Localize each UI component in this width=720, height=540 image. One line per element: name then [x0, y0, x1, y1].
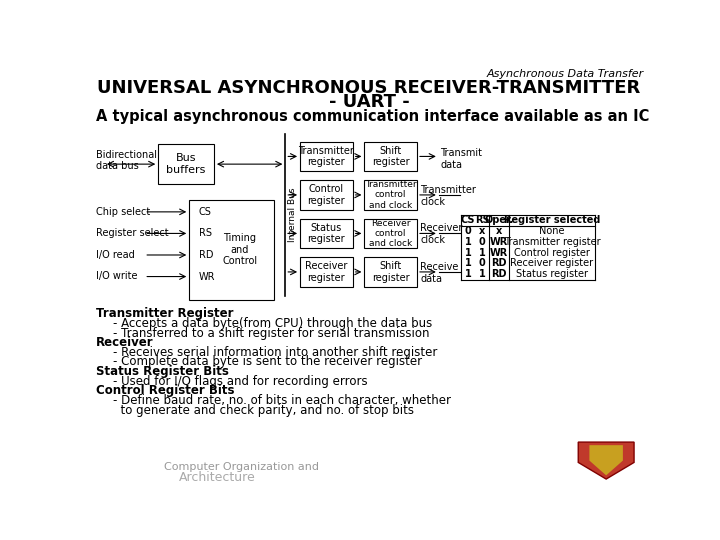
Text: x: x	[479, 226, 485, 236]
Text: Status
register: Status register	[307, 222, 345, 244]
Text: Control
register: Control register	[307, 184, 345, 206]
Text: - Define baud rate, no. of bits in each character, whether: - Define baud rate, no. of bits in each …	[113, 394, 451, 407]
Text: WR: WR	[490, 248, 508, 258]
Text: Transmitter
control
and clock: Transmitter control and clock	[365, 180, 416, 210]
Text: 0: 0	[479, 259, 485, 268]
Text: - Complete data byte is sent to the receiver register: - Complete data byte is sent to the rece…	[113, 355, 423, 368]
Bar	[364, 219, 417, 248]
Text: Control register: Control register	[514, 248, 590, 258]
Text: A typical asynchronous communication interface available as an IC: A typical asynchronous communication int…	[96, 110, 649, 124]
Text: Architecture: Architecture	[179, 471, 256, 484]
Text: Register selected: Register selected	[504, 215, 600, 225]
Text: RS: RS	[474, 215, 490, 225]
Text: Shift
register: Shift register	[372, 146, 410, 167]
Text: - Transferred to a shift register for serial transmission: - Transferred to a shift register for se…	[113, 327, 430, 340]
Text: Shift
register: Shift register	[372, 261, 410, 283]
Bar	[300, 257, 353, 287]
Text: - UART -: - UART -	[328, 92, 410, 111]
Text: Bidirectional
data bus: Bidirectional data bus	[96, 150, 157, 171]
Text: Transmit
data: Transmit data	[441, 148, 482, 170]
Text: Internal Bus: Internal Bus	[287, 188, 297, 242]
Text: Timing
and
Control: Timing and Control	[222, 233, 257, 266]
Polygon shape	[578, 442, 634, 479]
Text: x: x	[496, 226, 503, 236]
Text: Receiver
clock: Receiver clock	[420, 224, 462, 245]
Text: 1: 1	[465, 269, 472, 279]
Text: Oper.: Oper.	[485, 215, 514, 225]
Bar	[300, 142, 353, 171]
Text: RS: RS	[199, 228, 212, 239]
Text: 1: 1	[479, 269, 485, 279]
Text: Receiver
register: Receiver register	[305, 261, 348, 283]
Text: - Accepts a data byte(from CPU) through the data bus: - Accepts a data byte(from CPU) through …	[113, 317, 433, 330]
Bar	[158, 144, 214, 184]
Text: 1: 1	[465, 237, 472, 247]
Text: 0: 0	[479, 237, 485, 247]
Text: None: None	[539, 226, 564, 236]
Text: - Receives serial information into another shift register: - Receives serial information into anoth…	[113, 346, 438, 359]
Text: UNIVERSAL ASYNCHRONOUS RECEIVER-TRANSMITTER: UNIVERSAL ASYNCHRONOUS RECEIVER-TRANSMIT…	[97, 79, 641, 97]
Text: WR: WR	[199, 272, 215, 281]
Text: Chip select: Chip select	[96, 207, 150, 217]
Text: Status Register Bits: Status Register Bits	[96, 365, 229, 378]
Text: 1: 1	[479, 248, 485, 258]
Text: Bus
buffers: Bus buffers	[166, 153, 206, 175]
Text: RD: RD	[199, 250, 213, 260]
Text: CS: CS	[461, 215, 475, 225]
Text: Computer Organization and: Computer Organization and	[163, 462, 319, 472]
Bar	[364, 142, 417, 171]
Text: Register select: Register select	[96, 228, 168, 238]
Bar	[364, 180, 417, 210]
Bar	[189, 200, 274, 300]
Text: Status register: Status register	[516, 269, 588, 279]
Text: Asynchronous Data Transfer: Asynchronous Data Transfer	[487, 69, 644, 79]
Text: Transmitter Register: Transmitter Register	[96, 307, 234, 320]
Text: I/O read: I/O read	[96, 249, 135, 260]
Text: - Used for I/O flags and for recording errors: - Used for I/O flags and for recording e…	[113, 375, 368, 388]
Text: 0: 0	[465, 226, 472, 236]
Text: Control Register Bits: Control Register Bits	[96, 384, 235, 397]
Text: I/O write: I/O write	[96, 271, 138, 281]
Text: RD: RD	[492, 259, 507, 268]
Text: to generate and check parity, and no. of stop bits: to generate and check parity, and no. of…	[113, 403, 414, 416]
Polygon shape	[590, 445, 623, 475]
Text: Receiver: Receiver	[96, 336, 154, 349]
Text: Receiver
control
and clock: Receiver control and clock	[369, 219, 413, 248]
Text: Transmitter
clock: Transmitter clock	[420, 185, 476, 206]
Text: CS: CS	[199, 207, 212, 217]
Text: RD: RD	[492, 269, 507, 279]
Text: WR: WR	[490, 237, 508, 247]
Text: Receiver register: Receiver register	[510, 259, 593, 268]
Text: Transmitter register: Transmitter register	[503, 237, 600, 247]
Text: Transmitter
register: Transmitter register	[298, 146, 354, 167]
Text: 1: 1	[465, 259, 472, 268]
Bar	[300, 219, 353, 248]
Bar	[364, 257, 417, 287]
Bar	[300, 180, 353, 210]
Text: 1: 1	[465, 248, 472, 258]
Text: Receive
data: Receive data	[420, 262, 459, 284]
